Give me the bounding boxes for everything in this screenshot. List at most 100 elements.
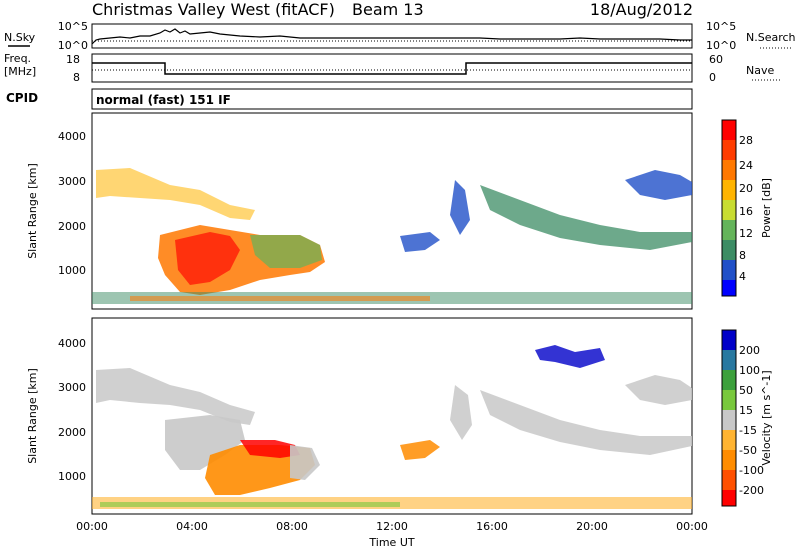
power-colorbar-tick: 28 — [739, 134, 753, 147]
power-colorbar-bin — [722, 280, 736, 296]
noise-panel-frame — [91, 23, 693, 49]
velocity-xtick: 00:00 — [76, 520, 108, 533]
power-echo-band-near — [450, 180, 470, 235]
velocity-ytick: 4000 — [58, 337, 86, 350]
velocity-colorbar-bin — [722, 370, 736, 390]
velocity-colorbar-bin — [722, 330, 736, 350]
cpid-label: CPID — [6, 91, 38, 105]
velocity-colorbar-bin — [722, 430, 736, 450]
power-ytick: 3000 — [58, 175, 86, 188]
velocity-yticks: 1000 2000 3000 4000 — [58, 337, 86, 483]
velocity-colorbar-tick: 200 — [739, 344, 760, 357]
velocity-xticks: 00:00 04:00 08:00 12:00 16:00 20:00 00:0… — [76, 520, 708, 533]
freq-left-tick-top: 18 — [66, 53, 80, 66]
power-colorbar-bin — [722, 140, 736, 160]
power-ytick: 4000 — [58, 130, 86, 143]
noise-left-tick-bottom: 10^0 — [58, 39, 88, 52]
velocity-heatmap: Slant Range [km] 1000 2000 3000 4000 00:… — [26, 317, 773, 549]
power-colorbar-tick: 8 — [739, 249, 746, 262]
noise-left-label: N.Sky — [4, 31, 36, 44]
velocity-colorbar-frame — [721, 329, 737, 507]
power-echo-main-edge — [250, 235, 322, 268]
power-colorbar-bin — [722, 260, 736, 280]
power-colorbar-bin — [722, 240, 736, 260]
power-echo-ne — [625, 170, 692, 200]
velocity-colorbar-bin — [722, 490, 736, 506]
velocity-colorbar-tick: -15 — [739, 424, 757, 437]
velocity-echo-main-grey — [290, 445, 320, 480]
velocity-echo-blue — [535, 345, 605, 368]
noise-sky-trace — [91, 28, 692, 45]
velocity-xlabel: Time UT — [368, 536, 414, 549]
velocity-colorbar-tick: 50 — [739, 384, 753, 397]
velocity-xtick: 12:00 — [376, 520, 408, 533]
freq-left-label-2: [MHz] — [4, 65, 36, 78]
station-title: Christmas Valley West (fitACF) — [92, 0, 335, 19]
power-colorbar-bin — [722, 200, 736, 220]
power-echo-mid-patch — [400, 232, 440, 252]
freq-panel-frame — [91, 53, 693, 83]
velocity-xtick: 08:00 — [276, 520, 308, 533]
date-label: 18/Aug/2012 — [590, 0, 693, 19]
velocity-echo-mid-patch — [400, 440, 440, 460]
velocity-echo-main-red — [240, 440, 300, 458]
power-colorbar-bin — [722, 220, 736, 240]
noise-right-tick-top: 10^5 — [706, 20, 736, 33]
velocity-plot-frame — [91, 317, 693, 515]
power-colorbar-bin — [722, 120, 736, 140]
velocity-ground-band-core — [100, 502, 400, 507]
velocity-colorbar-bin — [722, 350, 736, 370]
velocity-echo-band-far — [480, 390, 692, 455]
freq-right-tick-bottom: 0 — [709, 71, 716, 84]
velocity-colorbar: 200 100 50 15 -15 -50 -100 -200 Velocity… — [721, 329, 773, 507]
power-yticks: 1000 2000 3000 4000 — [58, 130, 86, 277]
velocity-colorbar-bin — [722, 450, 736, 470]
cpid-value: normal (fast) 151 IF — [96, 93, 231, 107]
power-echo-regions — [92, 168, 692, 304]
velocity-ylabel: Slant Range [km] — [26, 368, 39, 464]
power-heatmap: Slant Range [km] 1000 2000 3000 4000 28 … — [26, 112, 773, 310]
power-colorbar-tick: 12 — [739, 227, 753, 240]
velocity-xtick: 04:00 — [176, 520, 208, 533]
velocity-ytick: 3000 — [58, 381, 86, 394]
noise-right-tick-bottom: 10^0 — [706, 39, 736, 52]
power-colorbar-tick: 4 — [739, 270, 746, 283]
velocity-colorbar-bin — [722, 410, 736, 430]
power-ground-band-core — [130, 296, 430, 301]
velocity-ytick: 2000 — [58, 426, 86, 439]
velocity-echo-regions — [92, 345, 692, 509]
velocity-colorbar-tick: 100 — [739, 364, 760, 377]
power-colorbar-tick: 24 — [739, 159, 753, 172]
power-echo-upper-left — [96, 168, 255, 220]
velocity-xtick: 20:00 — [576, 520, 608, 533]
power-echo-main-core — [175, 232, 240, 285]
velocity-colorbar-tick: -200 — [739, 484, 764, 497]
nave-label: Nave — [746, 64, 774, 77]
power-colorbar-tick: 16 — [739, 205, 753, 218]
velocity-colorbar-bin — [722, 390, 736, 410]
power-ylabel: Slant Range [km] — [26, 163, 39, 259]
velocity-colorbar-tick: 15 — [739, 404, 753, 417]
velocity-colorbar-label: Velocity [m s^-1] — [760, 370, 773, 465]
power-echo-band-far — [480, 185, 692, 250]
power-colorbar: 28 24 20 16 12 8 4 Power [dB] — [721, 119, 773, 297]
velocity-echo-band-near — [450, 385, 472, 440]
power-ytick: 2000 — [58, 220, 86, 233]
freq-left-label-1: Freq. — [4, 52, 31, 65]
power-colorbar-frame — [721, 119, 737, 297]
freq-left-tick-bottom: 8 — [73, 71, 80, 84]
velocity-colorbar-tick: -100 — [739, 464, 764, 477]
velocity-colorbar-tick: -50 — [739, 444, 757, 457]
power-colorbar-label: Power [dB] — [760, 178, 773, 238]
velocity-xtick: 16:00 — [476, 520, 508, 533]
beam-label: Beam 13 — [352, 0, 424, 19]
noise-left-tick-top: 10^5 — [58, 20, 88, 33]
power-colorbar-bin — [722, 160, 736, 180]
power-ytick: 1000 — [58, 264, 86, 277]
velocity-ytick: 1000 — [58, 470, 86, 483]
velocity-colorbar-bin — [722, 470, 736, 490]
power-colorbar-bin — [722, 180, 736, 200]
power-colorbar-tick: 20 — [739, 182, 753, 195]
noise-right-label: N.Search — [746, 31, 796, 44]
